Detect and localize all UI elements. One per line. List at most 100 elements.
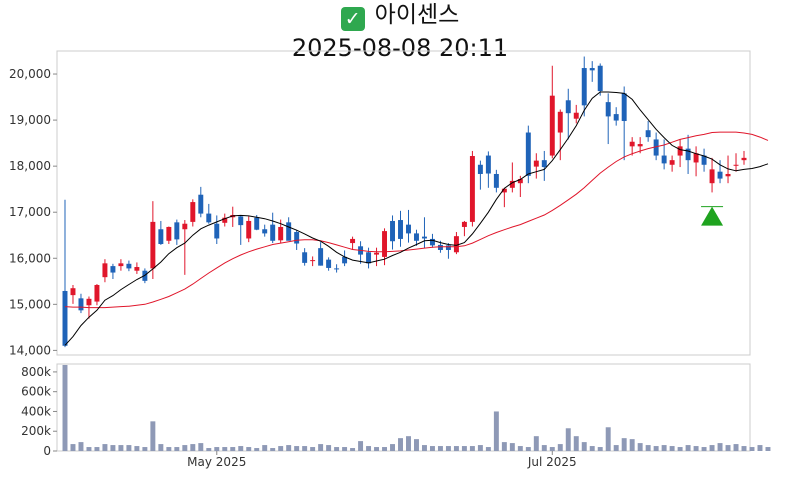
moving-average-long-line [64,131,769,309]
volume-bar [461,446,467,451]
moving-average-short-line [64,91,769,346]
candle-body [493,173,499,188]
candle-body [294,232,300,244]
candle-body [302,252,308,263]
volume-bar [621,438,627,451]
candle-body [693,153,699,163]
candle-body [150,221,156,269]
volume-bar [62,364,68,451]
candle-body [94,284,100,302]
volume-bar [206,448,212,451]
volume-bar [222,447,228,451]
candle-body [86,298,92,306]
volume-bar [358,441,364,451]
candle-body [437,244,443,250]
candle-body [605,102,611,117]
candle-body [565,100,571,114]
candle-body [158,229,164,244]
candle-body [134,267,140,271]
candle-body [501,188,507,193]
candle-body [509,180,515,188]
volume-bar [701,447,707,451]
price-axis-tick-label: 15,000 [9,297,51,311]
candle-body [126,263,132,269]
candle-body [390,220,395,242]
candle-body [118,263,124,267]
volume-bar [501,442,507,451]
candle-body [533,160,539,167]
volume-bar [270,448,276,451]
volume-bar [717,443,723,451]
volume-bar [126,445,132,451]
volume-bar [262,445,268,451]
candle-body [453,236,459,253]
volume-bar [94,447,100,451]
candle-body [214,223,220,239]
volume-bar [278,446,284,451]
check-mark-icon: ✓ [340,7,365,31]
volume-bar [190,444,196,451]
candle-body [685,148,691,161]
candle-body [254,217,260,230]
candle-body [429,238,435,246]
price-series [62,56,769,348]
volume-bar [749,447,755,451]
candle-body [62,290,68,346]
price-axis-tick-label: 17,000 [9,205,51,219]
candle-body [717,171,723,179]
candle-body [733,164,739,166]
candle-body [477,164,483,174]
stock-name: 아이센스 [374,2,460,28]
volume-bar [589,446,595,451]
volume-bar [581,442,587,451]
candle-body [525,132,531,176]
volume-bar [709,445,715,451]
volume-bar [453,446,459,451]
price-axis-tick-label: 18,000 [9,159,51,173]
candle-body [222,217,228,223]
candle-body [589,68,595,71]
volume-bar [661,445,667,451]
candle-body [262,229,268,234]
candle-body [461,221,467,227]
volume-bar [134,446,140,451]
volume-bar [382,447,388,451]
price-plot-frame [56,50,751,356]
volume-bar [741,446,747,451]
date-axis-tick-label: Jul 2025 [527,455,577,469]
volume-bar [517,446,523,451]
price-axis-tick-label: 20,000 [9,67,51,81]
candle-body [541,160,547,168]
volume-bar [677,447,683,451]
volume-bar [733,444,739,451]
buy-signal-triangle [701,206,724,226]
volume-bar [254,448,260,451]
volume-bar [509,443,515,451]
volume-bar [533,436,539,451]
candle-body [278,226,284,241]
volume-bar [366,446,372,451]
candle-body [310,260,316,262]
candle-body [374,252,380,255]
volume-bar [374,447,380,451]
volume-bar [485,447,491,451]
candle-body [557,111,563,133]
date-axis-tick-label: May 2025 [187,455,246,469]
candle-body [485,155,491,174]
volume-bar [429,446,435,451]
volume-bar [565,428,571,451]
volume-bar [230,447,236,451]
candle-body [621,93,627,122]
chart-title: ✓ 아이센스 [0,0,800,31]
volume-bar [573,436,579,451]
candle-body [174,222,180,240]
volume-bar [414,439,419,451]
volume-axis-tick-label: 800k [21,365,51,379]
volume-axis-tick-label: 0 [43,444,51,458]
candle-body [350,238,356,244]
volume-bar [158,444,164,451]
candle-body [669,160,675,165]
candle-body [414,233,419,241]
volume-series [62,364,771,451]
